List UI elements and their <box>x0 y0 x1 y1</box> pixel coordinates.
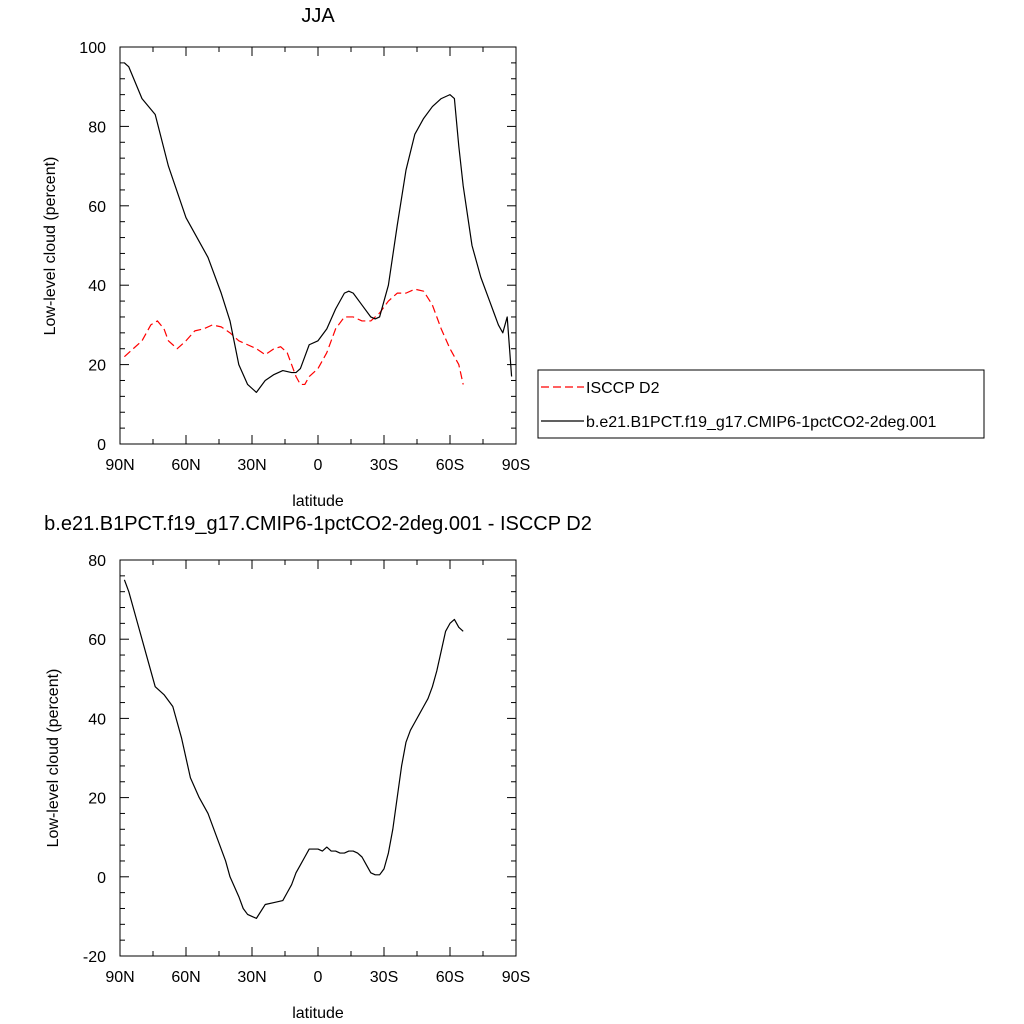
bottom-chart-frame <box>119 559 517 957</box>
bottom-chart-panel: b.e21.B1PCT.f19_g17.CMIP6-1pctCO2-2deg.0… <box>44 513 592 1022</box>
bottom-chart-y-tick-label: 60 <box>88 632 106 649</box>
top-chart-x-tick-label: 30S <box>370 457 398 474</box>
top-chart-series-line-0 <box>123 288 464 386</box>
top-chart-plot-area <box>123 62 513 393</box>
top-chart-y-tick-label: 0 <box>97 437 106 454</box>
bottom-chart-x-tick-label: 90S <box>502 969 530 986</box>
bottom-chart-y-tick-label: 40 <box>88 711 106 728</box>
top-chart-title: JJA <box>301 5 335 27</box>
bottom-chart-ylabel: Low-level cloud (percent) <box>45 669 62 848</box>
bottom-chart-y-tick-label: 80 <box>88 553 106 570</box>
legend-box <box>537 369 985 439</box>
top-chart-axes: 90N 60N 30N 0 30S 60S 90S 0 20 40 60 80 100 <box>79 40 530 474</box>
top-chart-y-tick-label: 40 <box>88 278 106 295</box>
bottom-chart-x-tick-label: 30S <box>370 969 398 986</box>
bottom-chart-y-tick-label: -20 <box>83 949 106 966</box>
top-chart-x-tick-label: 30N <box>237 457 266 474</box>
bottom-chart-axes: 90N 60N 30N 0 30S 60S 90S -20 0 20 40 60 80 <box>83 553 530 986</box>
bottom-chart-x-tick-label: 0 <box>314 969 323 986</box>
legend-label-isccp: ISCCP D2 <box>586 380 660 397</box>
legend: ISCCP D2 b.e21.B1PCT.f19_g17.CMIP6-1pctC… <box>537 369 985 439</box>
top-chart-ylabel: Low-level cloud (percent) <box>42 157 59 336</box>
top-chart-frame <box>119 46 517 445</box>
top-chart-xlabel: latitude <box>292 493 344 510</box>
top-chart-series-line-1 <box>123 62 513 393</box>
bottom-chart-x-tick-label: 90N <box>105 969 134 986</box>
top-chart-y-tick-label: 20 <box>88 358 106 375</box>
legend-label-model: b.e21.B1PCT.f19_g17.CMIP6-1pctCO2-2deg.0… <box>586 414 937 431</box>
bottom-chart-x-tick-label: 60N <box>171 969 200 986</box>
top-chart-x-tick-label: 0 <box>314 457 323 474</box>
top-chart-y-tick-label: 80 <box>88 119 106 136</box>
top-chart-x-tick-label: 60S <box>436 457 464 474</box>
top-chart-panel: JJA 90N 60N 30N 0 30S 60S 90S 0 20 40 60 80 100 lati… <box>42 5 530 510</box>
bottom-chart-series-line-0 <box>123 579 464 919</box>
top-chart-x-tick-label: 90S <box>502 457 530 474</box>
top-chart-y-tick-label: 100 <box>79 40 106 57</box>
bottom-chart-y-tick-label: 20 <box>88 791 106 808</box>
bottom-chart-plot-area <box>123 579 464 919</box>
top-chart-x-tick-label: 90N <box>105 457 134 474</box>
top-chart-x-tick-label: 60N <box>171 457 200 474</box>
bottom-chart-title: b.e21.B1PCT.f19_g17.CMIP6-1pctCO2-2deg.0… <box>44 513 592 535</box>
top-chart-y-tick-label: 60 <box>88 199 106 216</box>
bottom-chart-y-tick-label: 0 <box>97 870 106 887</box>
bottom-chart-x-tick-label: 60S <box>436 969 464 986</box>
bottom-chart-xlabel: latitude <box>292 1005 344 1022</box>
bottom-chart-x-tick-label: 30N <box>237 969 266 986</box>
